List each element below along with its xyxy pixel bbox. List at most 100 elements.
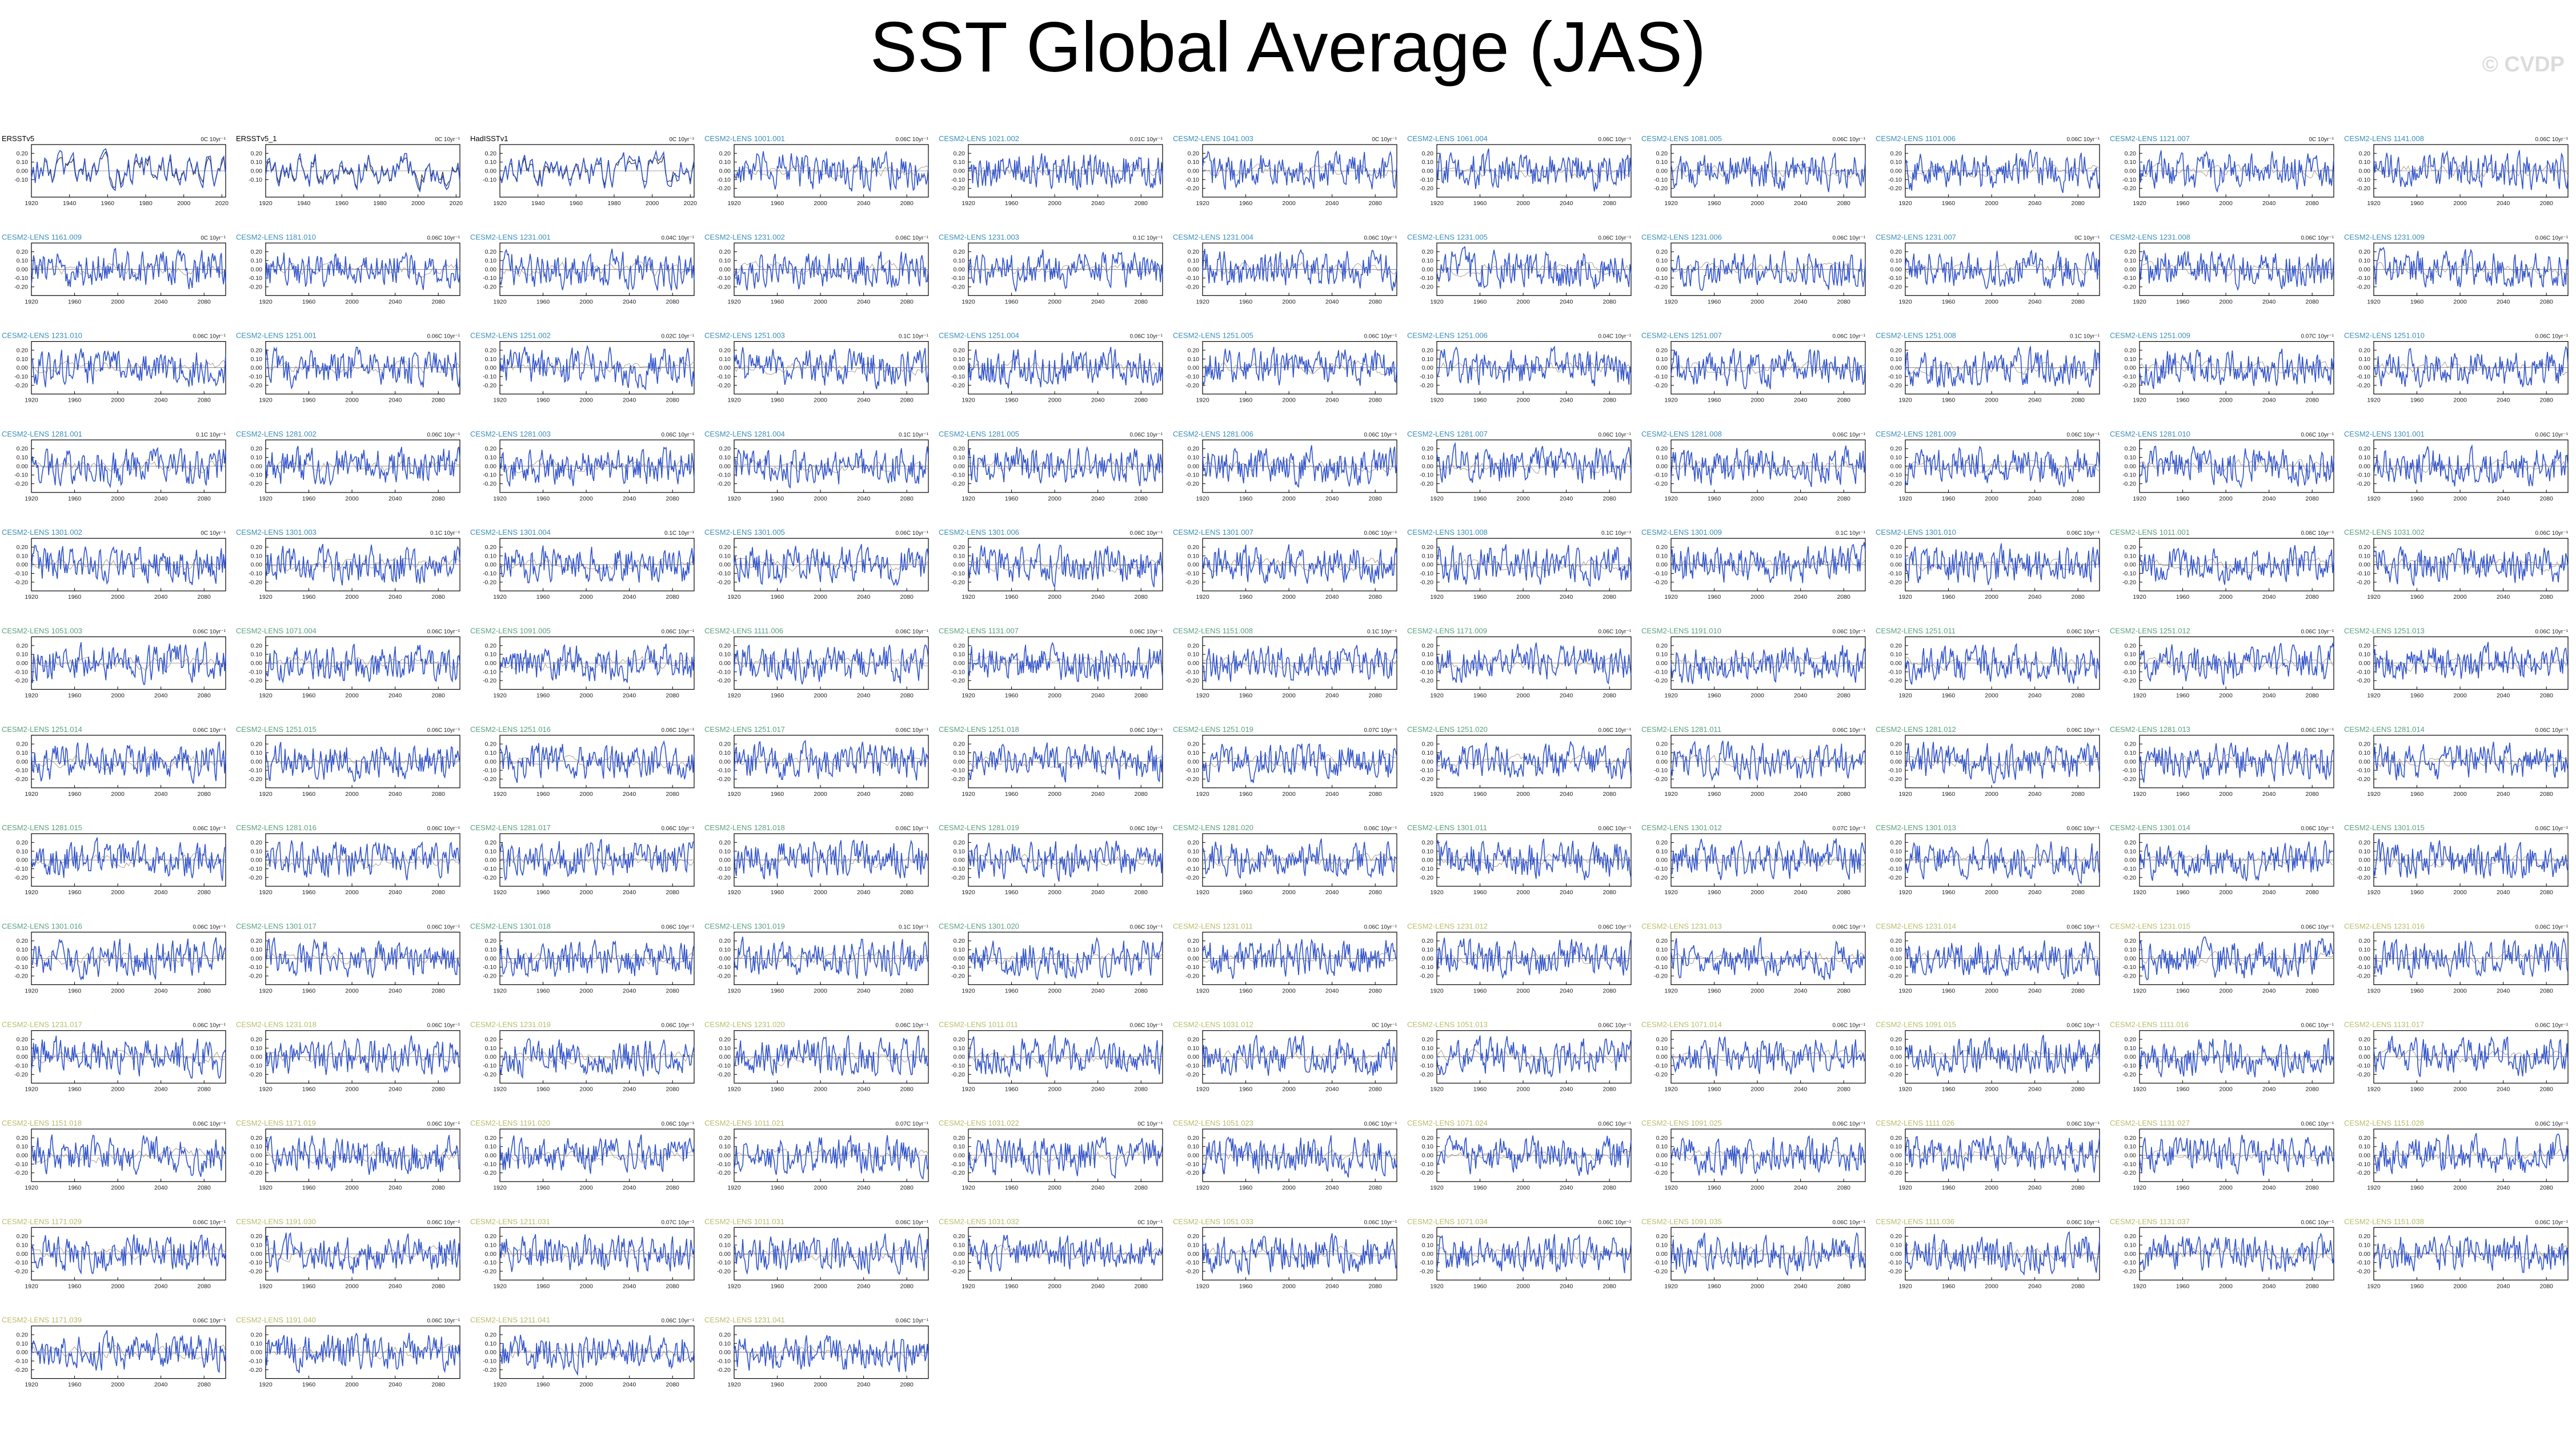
- x-tick-label: 1960: [2410, 1283, 2424, 1290]
- x-tick-label: 2040: [388, 987, 402, 994]
- panel-slope: 0.06C 10yr⁻¹: [2535, 924, 2568, 930]
- x-tick-label: 2040: [2497, 495, 2510, 502]
- x-tick-label: 2080: [198, 889, 211, 896]
- y-tick-label: 0.10: [2359, 553, 2371, 559]
- y-tick-label: -0.10: [483, 964, 496, 971]
- y-tick-label: -0.10: [2122, 866, 2136, 872]
- x-tick-label: 2080: [2306, 298, 2319, 305]
- y-tick-label: 0.10: [17, 159, 29, 166]
- y-tick-label: -0.10: [483, 177, 496, 183]
- x-tick-label: 2080: [2540, 1283, 2554, 1290]
- y-tick-label: -0.20: [14, 579, 28, 586]
- panel-44: CESM2-LENS 1301.001 0.06C 10yr⁻¹0.200.100…: [2344, 430, 2569, 502]
- y-tick-label: 0.10: [2125, 651, 2137, 658]
- panel-title: CESM2-LENS 1251.007: [1641, 331, 1722, 340]
- ensemble-trend-line: [1202, 558, 1397, 572]
- series-line: [2139, 840, 2334, 882]
- x-tick-label: 2000: [2453, 1184, 2467, 1191]
- y-tick-label: -0.10: [2357, 1161, 2370, 1168]
- y-tick-label: 0.10: [251, 1242, 263, 1248]
- y-tick-label: -0.10: [14, 866, 28, 872]
- y-tick-label: 0.00: [251, 463, 263, 470]
- x-tick-label: 2080: [900, 987, 914, 994]
- x-tick-label: 2080: [666, 889, 680, 896]
- y-tick-label: 0.10: [17, 553, 29, 559]
- series-line: [1670, 740, 1866, 782]
- x-tick-label: 2000: [2219, 889, 2233, 896]
- x-tick-label: 1920: [493, 200, 507, 207]
- y-tick-label: -0.10: [951, 275, 965, 282]
- y-tick-label: 0.00: [954, 660, 966, 667]
- x-tick-label: 2000: [814, 298, 827, 305]
- x-tick-label: 2080: [666, 594, 680, 601]
- x-tick-label: 2080: [198, 1184, 211, 1191]
- x-tick-label: 2000: [2453, 987, 2467, 994]
- x-tick-label: 2080: [2306, 987, 2319, 994]
- y-tick-label: 0.00: [2125, 168, 2137, 175]
- x-tick-label: 2080: [2072, 298, 2085, 305]
- panel-114: CESM2-LENS 1011.021 0.07C 10yr⁻¹0.200.100…: [704, 1119, 929, 1191]
- x-tick-label: 2000: [111, 889, 125, 896]
- panel-title: CESM2-LENS 1001.001: [704, 134, 785, 143]
- y-tick-label: -0.10: [951, 472, 965, 479]
- x-tick-label: 1960: [302, 1086, 316, 1093]
- panel-title: CESM2-LENS 1231.001: [470, 233, 551, 241]
- ensemble-trend-line: [734, 556, 929, 572]
- x-tick-label: 2040: [2028, 200, 2042, 207]
- y-tick-label: 0.00: [1656, 463, 1668, 470]
- y-tick-label: 0.20: [719, 150, 731, 157]
- series-line: [2139, 349, 2334, 389]
- x-tick-label: 2000: [579, 791, 593, 798]
- series-line: [265, 643, 460, 684]
- y-tick-label: -0.10: [951, 866, 965, 872]
- y-tick-label: -0.20: [717, 185, 731, 192]
- x-tick-label: 2000: [1750, 791, 1764, 798]
- series-line: [2373, 1235, 2569, 1273]
- y-tick-label: 0.20: [1422, 544, 1434, 551]
- panel-title: CESM2-LENS 1251.004: [939, 331, 1019, 340]
- y-tick-label: -0.20: [1185, 1170, 1199, 1176]
- panel-title: CESM2-LENS 1231.013: [1641, 922, 1722, 930]
- panel-title: CESM2-LENS 1251.019: [1173, 725, 1253, 734]
- x-tick-label: 2080: [2306, 1283, 2319, 1290]
- y-tick-label: 0.20: [485, 1233, 497, 1240]
- y-tick-label: -0.20: [483, 481, 496, 487]
- x-tick-label: 1960: [1473, 495, 1487, 502]
- x-tick-label: 2000: [2453, 397, 2467, 404]
- panel-title: CESM2-LENS 1151.008: [1173, 627, 1253, 635]
- x-tick-label: 2040: [154, 791, 168, 798]
- ensemble-trend-line: [1905, 1246, 2100, 1262]
- x-tick-label: 2040: [1325, 791, 1339, 798]
- y-tick-label: 0.10: [1188, 1045, 1200, 1052]
- y-tick-label: 0.10: [954, 553, 966, 559]
- series-line: [265, 840, 460, 880]
- panel-slope: 0.06C 10yr⁻¹: [1129, 530, 1163, 537]
- y-tick-label: -0.20: [2357, 579, 2370, 586]
- series-line: [499, 1038, 695, 1079]
- panel-title: CESM2-LENS 1051.013: [1407, 1020, 1488, 1029]
- y-tick-label: -0.20: [14, 678, 28, 685]
- panel-title: CESM2-LENS 1281.013: [2110, 725, 2190, 734]
- y-tick-label: -0.10: [1420, 177, 1433, 183]
- panel-slope: 0.06C 10yr⁻¹: [895, 530, 928, 537]
- x-tick-label: 1920: [962, 1184, 975, 1191]
- x-tick-label: 1960: [536, 495, 550, 502]
- panel-slope: 0.06C 10yr⁻¹: [2535, 432, 2568, 438]
- panel-121: CESM2-LENS 1151.028 0.06C 10yr⁻¹0.200.100…: [2344, 1119, 2569, 1191]
- x-tick-label: 2040: [623, 1283, 636, 1290]
- x-tick-label: 2000: [345, 594, 359, 601]
- y-tick-label: -0.10: [1420, 373, 1433, 380]
- y-tick-label: 0.00: [251, 955, 263, 962]
- y-tick-label: 0.00: [17, 660, 29, 667]
- x-tick-label: 1920: [727, 791, 741, 798]
- y-tick-label: 0.00: [2359, 562, 2371, 569]
- panel-title: CESM2-LENS 1301.014: [2110, 823, 2190, 832]
- x-tick-label: 1960: [1942, 693, 1956, 699]
- panel-title: CESM2-LENS 1281.015: [2, 823, 82, 832]
- y-tick-label: -0.10: [717, 964, 731, 971]
- series-line: [2373, 642, 2569, 680]
- y-tick-label: -0.10: [717, 1259, 731, 1266]
- x-tick-label: 2080: [1603, 594, 1617, 601]
- x-tick-label: 1960: [1473, 1283, 1487, 1290]
- x-tick-label: 2000: [345, 495, 359, 502]
